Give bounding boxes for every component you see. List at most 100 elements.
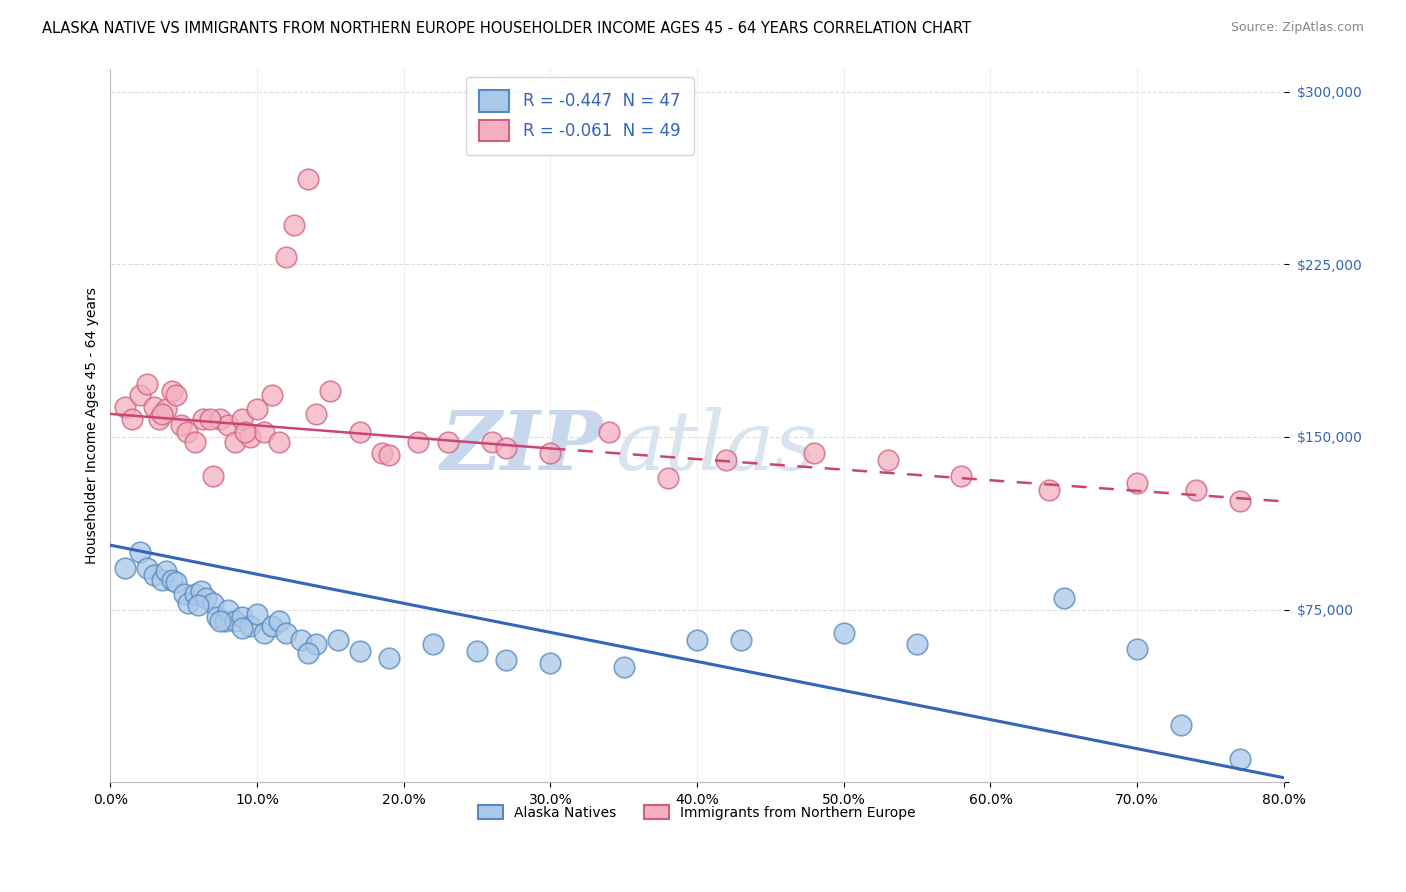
Point bbox=[876, 453, 898, 467]
Point bbox=[283, 218, 305, 232]
Point bbox=[246, 607, 269, 622]
Point bbox=[319, 384, 342, 398]
Point bbox=[276, 250, 298, 264]
Point bbox=[143, 400, 166, 414]
Point bbox=[207, 609, 229, 624]
Point bbox=[136, 376, 159, 391]
Point bbox=[150, 573, 173, 587]
Point bbox=[1229, 494, 1251, 508]
Point bbox=[165, 388, 187, 402]
Point bbox=[239, 619, 262, 633]
Point bbox=[803, 446, 825, 460]
Point bbox=[184, 586, 207, 600]
Point bbox=[1126, 475, 1149, 490]
Y-axis label: Householder Income Ages 45 - 64 years: Householder Income Ages 45 - 64 years bbox=[86, 287, 100, 564]
Point bbox=[538, 446, 561, 460]
Point bbox=[1126, 641, 1149, 656]
Point bbox=[297, 647, 319, 661]
Point bbox=[730, 632, 752, 647]
Point bbox=[1038, 483, 1060, 497]
Point bbox=[538, 656, 561, 670]
Point bbox=[297, 172, 319, 186]
Point bbox=[128, 388, 150, 402]
Point bbox=[194, 591, 217, 606]
Point bbox=[209, 614, 232, 628]
Point bbox=[190, 584, 212, 599]
Point bbox=[224, 614, 246, 628]
Point bbox=[260, 388, 283, 402]
Point bbox=[495, 653, 517, 667]
Point bbox=[716, 453, 738, 467]
Point bbox=[121, 411, 143, 425]
Point bbox=[598, 425, 620, 440]
Point bbox=[465, 644, 488, 658]
Point bbox=[422, 637, 444, 651]
Point bbox=[495, 442, 517, 456]
Point bbox=[1053, 591, 1076, 606]
Point bbox=[231, 411, 253, 425]
Point bbox=[177, 596, 200, 610]
Point bbox=[214, 614, 236, 628]
Point bbox=[657, 471, 679, 485]
Point bbox=[408, 434, 430, 449]
Point bbox=[143, 568, 166, 582]
Point bbox=[267, 434, 290, 449]
Point bbox=[276, 625, 298, 640]
Point bbox=[198, 411, 221, 425]
Point bbox=[1170, 718, 1192, 732]
Point bbox=[160, 573, 183, 587]
Text: Source: ZipAtlas.com: Source: ZipAtlas.com bbox=[1230, 21, 1364, 34]
Point bbox=[349, 644, 371, 658]
Point bbox=[260, 619, 283, 633]
Point bbox=[155, 402, 177, 417]
Point bbox=[686, 632, 709, 647]
Point bbox=[239, 430, 262, 444]
Point bbox=[231, 609, 253, 624]
Point bbox=[231, 621, 253, 635]
Point bbox=[436, 434, 458, 449]
Point bbox=[905, 637, 928, 651]
Point bbox=[305, 637, 328, 651]
Legend: Alaska Natives, Immigrants from Northern Europe: Alaska Natives, Immigrants from Northern… bbox=[472, 799, 921, 825]
Point bbox=[160, 384, 183, 398]
Point bbox=[155, 564, 177, 578]
Text: ZIP: ZIP bbox=[440, 407, 603, 487]
Point bbox=[170, 418, 193, 433]
Point bbox=[150, 407, 173, 421]
Point bbox=[202, 469, 225, 483]
Point bbox=[173, 586, 195, 600]
Point bbox=[148, 411, 170, 425]
Point bbox=[305, 407, 328, 421]
Point bbox=[128, 545, 150, 559]
Text: ALASKA NATIVE VS IMMIGRANTS FROM NORTHERN EUROPE HOUSEHOLDER INCOME AGES 45 - 64: ALASKA NATIVE VS IMMIGRANTS FROM NORTHER… bbox=[42, 21, 972, 36]
Point bbox=[349, 425, 371, 440]
Point bbox=[326, 632, 349, 647]
Point bbox=[253, 425, 276, 440]
Point bbox=[371, 446, 394, 460]
Point bbox=[202, 596, 225, 610]
Point bbox=[235, 425, 257, 440]
Point bbox=[114, 561, 136, 575]
Point bbox=[290, 632, 312, 647]
Point bbox=[217, 418, 239, 433]
Point bbox=[832, 625, 855, 640]
Point bbox=[481, 434, 503, 449]
Point bbox=[378, 449, 401, 463]
Point bbox=[136, 561, 159, 575]
Point bbox=[191, 411, 214, 425]
Point bbox=[613, 660, 636, 674]
Point bbox=[184, 434, 207, 449]
Point bbox=[176, 425, 198, 440]
Point bbox=[217, 602, 239, 616]
Point bbox=[267, 614, 290, 628]
Text: atlas: atlas bbox=[614, 407, 817, 487]
Point bbox=[1185, 483, 1208, 497]
Point bbox=[253, 625, 276, 640]
Point bbox=[378, 651, 401, 665]
Point bbox=[187, 598, 209, 612]
Point bbox=[224, 434, 246, 449]
Point bbox=[114, 400, 136, 414]
Point bbox=[950, 469, 973, 483]
Point bbox=[165, 574, 187, 589]
Point bbox=[209, 411, 232, 425]
